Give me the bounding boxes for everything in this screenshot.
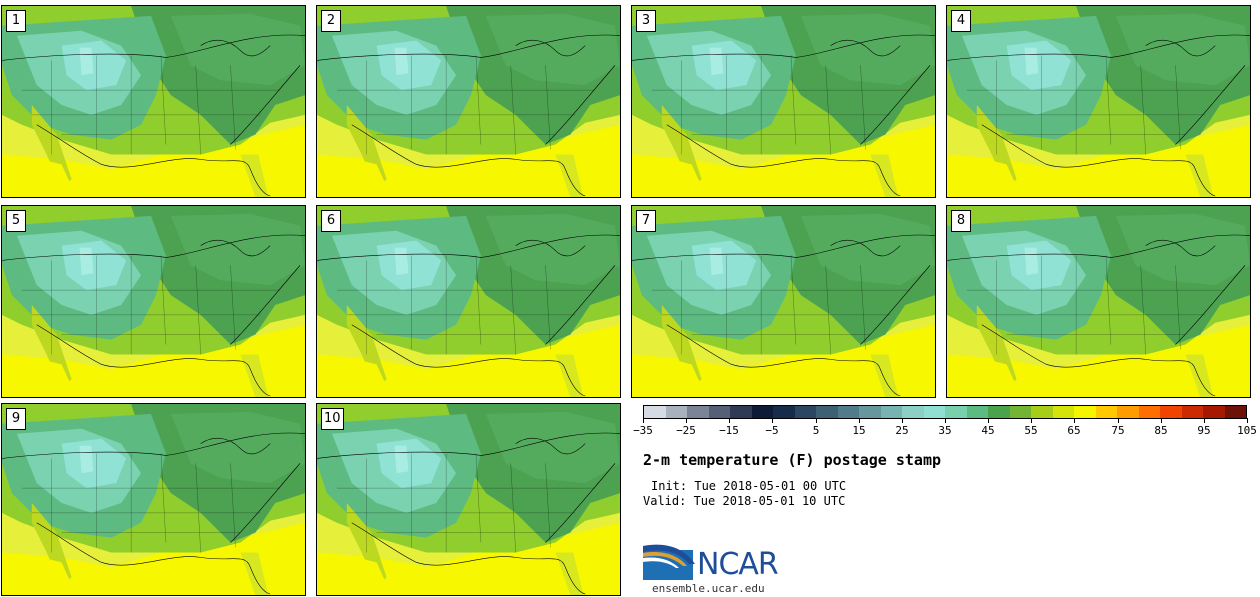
colorbar-ticks: −35−25−15−55152535455565758595105115: [633, 418, 1257, 440]
colorbar-tick-label: 35: [938, 424, 952, 437]
temperature-map: [2, 6, 305, 197]
colorbar-swatch: [1031, 406, 1053, 418]
colorbar-swatch: [1160, 406, 1182, 418]
colorbar-tick-label: −25: [676, 424, 696, 437]
colorbar-swatch: [880, 406, 902, 418]
colorbar-tick: [772, 418, 773, 423]
colorbar-swatch: [644, 406, 666, 418]
colorbar-swatch: [1181, 406, 1203, 418]
colorbar-tick-label: 25: [895, 424, 909, 437]
colorbar-tick: [816, 418, 817, 423]
colorbar-tick: [643, 418, 644, 423]
colorbar-tick: [988, 418, 989, 423]
colorbar-tick: [686, 418, 687, 423]
colorbar-swatch: [945, 406, 967, 418]
colorbar-swatch: [1009, 406, 1031, 418]
colorbar-swatch: [708, 406, 730, 418]
colorbar-tick-label: −5: [765, 424, 779, 437]
colorbar-swatch: [1138, 406, 1160, 418]
temperature-map: [947, 6, 1250, 197]
temperature-map: [2, 206, 305, 397]
temperature-map: [317, 6, 620, 197]
ensemble-member-panel: 5: [1, 205, 306, 398]
member-number: 4: [951, 10, 971, 32]
ensemble-member-panel: 6: [316, 205, 621, 398]
figure-title: 2-m temperature (F) postage stamp: [643, 451, 942, 469]
colorbar-swatch: [1074, 406, 1096, 418]
colorbar-swatch: [1095, 406, 1117, 418]
ensemble-member-panel: 9: [1, 403, 306, 596]
site-url: ensemble.ucar.edu: [652, 582, 765, 595]
ensemble-member-panel: 8: [946, 205, 1251, 398]
colorbar-tick-label: 95: [1197, 424, 1211, 437]
colorbar-swatch: [1117, 406, 1139, 418]
colorbar-tick-label: 75: [1111, 424, 1125, 437]
temperature-map: [317, 404, 620, 595]
ensemble-member-panel: 7: [631, 205, 936, 398]
member-number: 9: [6, 408, 26, 430]
member-number: 6: [321, 210, 341, 232]
ensemble-member-panel: 4: [946, 5, 1251, 198]
ensemble-member-panel: 2: [316, 5, 621, 198]
colorbar-swatch: [837, 406, 859, 418]
colorbar-swatch: [665, 406, 687, 418]
colorbar-swatch: [923, 406, 945, 418]
colorbar-swatch: [859, 406, 881, 418]
temperature-map: [947, 206, 1250, 397]
colorbar-tick: [1118, 418, 1119, 423]
ncar-logo-text: NCAR: [697, 547, 779, 582]
member-number: 3: [636, 10, 656, 32]
colorbar-tick: [1204, 418, 1205, 423]
colorbar-tick-label: 105: [1237, 424, 1257, 437]
colorbar-tick: [945, 418, 946, 423]
member-number: 7: [636, 210, 656, 232]
colorbar-tick: [729, 418, 730, 423]
colorbar-swatch: [751, 406, 773, 418]
member-number: 8: [951, 210, 971, 232]
init-time: Init: Tue 2018-05-01 00 UTC: [651, 479, 847, 493]
colorbar-tick: [1161, 418, 1162, 423]
member-number: 1: [6, 10, 26, 32]
colorbar-swatch: [988, 406, 1010, 418]
colorbar-swatch: [730, 406, 752, 418]
colorbar-tick-label: 65: [1067, 424, 1081, 437]
colorbar-swatch: [794, 406, 816, 418]
colorbar-tick-label: −35: [633, 424, 653, 437]
colorbar-swatch: [773, 406, 795, 418]
colorbar-tick: [1074, 418, 1075, 423]
colorbar-tick-label: −15: [719, 424, 739, 437]
temperature-map: [632, 206, 935, 397]
colorbar-swatch: [816, 406, 838, 418]
colorbar-swatch: [1052, 406, 1074, 418]
ensemble-member-panel: 3: [631, 5, 936, 198]
colorbar-swatch: [902, 406, 924, 418]
ensemble-member-panel: 1: [1, 5, 306, 198]
valid-time: Valid: Tue 2018-05-01 10 UTC: [643, 494, 846, 508]
colorbar-tick: [1247, 418, 1248, 423]
temperature-map: [317, 206, 620, 397]
colorbar-tick: [859, 418, 860, 423]
colorbar-tick-label: 85: [1154, 424, 1168, 437]
colorbar-swatch: [966, 406, 988, 418]
member-number: 10: [321, 408, 344, 430]
temperature-map: [632, 6, 935, 197]
member-number: 5: [6, 210, 26, 232]
member-number: 2: [321, 10, 341, 32]
colorbar-tick: [1031, 418, 1032, 423]
temperature-map: [2, 404, 305, 595]
colorbar-tick-label: 15: [852, 424, 866, 437]
colorbar-tick-label: 45: [981, 424, 995, 437]
colorbar-tick-label: 5: [812, 424, 820, 437]
colorbar-swatch: [1203, 406, 1225, 418]
colorbar-tick-label: 55: [1024, 424, 1038, 437]
colorbar-swatch: [1224, 406, 1246, 418]
colorbar-swatch: [687, 406, 709, 418]
ensemble-member-panel: 10: [316, 403, 621, 596]
ncar-logo-icon: [643, 544, 695, 580]
colorbar-tick: [902, 418, 903, 423]
temperature-colorbar: [643, 405, 1247, 419]
